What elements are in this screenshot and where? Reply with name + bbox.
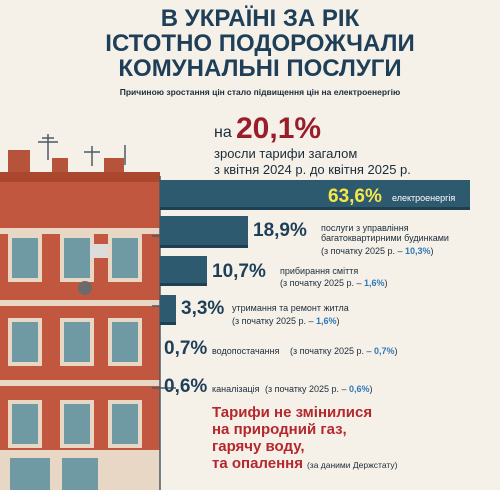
- bar-category-label: каналізація: [212, 384, 260, 394]
- bar-value-label: 10,7%: [212, 261, 266, 282]
- bar-note: (з початку 2025 р. – 0,7%): [290, 346, 398, 356]
- bar-value-label: 0,7%: [164, 338, 208, 359]
- bar-shadow: [160, 207, 470, 210]
- bar-category-label: водопостачання: [212, 346, 280, 356]
- bar-shadow: [160, 322, 176, 325]
- title-line-3: КОМУНАЛЬНІ ПОСЛУГИ: [118, 55, 402, 82]
- chimneys: [8, 150, 124, 176]
- bar-note: (з початку 2025 р. – 1,6%): [280, 278, 388, 288]
- headline-line-1: зросли тарифи загалом: [214, 146, 358, 161]
- bottom-note: Тарифи не змінилися на природний газ, га…: [212, 404, 397, 474]
- bar: [160, 256, 207, 286]
- bottom-line-2: на природний газ,: [212, 421, 347, 438]
- bar-shadow: [160, 283, 207, 286]
- title-line-2: ІСТОТНО ПОДОРОЖЧАЛИ: [105, 30, 415, 57]
- headline-value: 20,1%: [236, 112, 322, 145]
- bottom-line-1: Тарифи не змінилися: [212, 404, 373, 421]
- bar-note: (з початку 2025 р. – 0,6%): [265, 384, 373, 394]
- headline-line-2: з квітня 2024 р. до квітня 2025 р.: [214, 162, 411, 177]
- bar: [160, 216, 248, 248]
- building: [0, 172, 160, 490]
- bar-category-label: прибирання сміття: [280, 266, 359, 276]
- subtitle: Причиною зростання цін стало підвищення …: [119, 87, 401, 97]
- bottom-line-3: гарячу воду,: [212, 438, 305, 455]
- bar: [160, 295, 176, 325]
- rooftop-antennas: [38, 134, 126, 166]
- bars: [160, 180, 470, 325]
- bar-category-label: електроенергія: [392, 193, 456, 203]
- bar-category-label: утримання та ремонт житла: [232, 303, 349, 313]
- bar-category-label: послуги з управління: [321, 223, 409, 233]
- bar-value-label: 0,6%: [164, 376, 208, 397]
- headline-prefix: на: [214, 124, 232, 141]
- bar-shadow: [160, 245, 248, 248]
- bar-note: (з початку 2025 р. – 1,6%): [232, 316, 340, 326]
- bar-value-label: 18,9%: [253, 220, 307, 241]
- bar-value-label: 63,6%: [328, 186, 382, 207]
- bar-label-panel: [322, 180, 470, 210]
- title-line-1: В УКРАЇНІ ЗА РІК: [160, 5, 360, 32]
- bar-category-label-2: багатоквартирними будинками: [321, 233, 449, 243]
- bar-value-label: 3,3%: [181, 298, 225, 319]
- source-label: (за даними Держстату): [306, 460, 398, 470]
- bar-note: (з початку 2025 р. – 10,3%): [321, 246, 434, 256]
- bottom-line-4: та опалення (за даними Держстату): [212, 455, 398, 472]
